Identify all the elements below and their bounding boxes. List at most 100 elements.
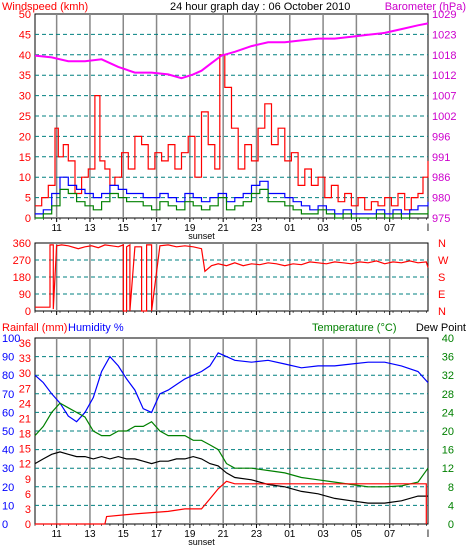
- baro-y-tick-label: 1018: [432, 50, 456, 62]
- bot-x-tick-label: 05: [351, 529, 363, 540]
- dir-y-tick-label: 180: [13, 272, 31, 284]
- humidity-y-tick-label: 30: [2, 463, 14, 475]
- wind-y-tick-label: 40: [19, 50, 31, 62]
- temp-y-tick-label: 8: [448, 482, 454, 494]
- wind-axis-title: Windspeed (kmh): [2, 1, 88, 13]
- wind-y-tick-label: 5: [25, 193, 31, 205]
- series-line-avg: [35, 176, 429, 215]
- temp-axis-title: Temperature (°C): [312, 322, 396, 334]
- baro-y-tick-label: 991: [432, 152, 450, 164]
- bot-x-tick-label: 11: [51, 529, 62, 540]
- temp-y-tick-label: 24: [442, 407, 454, 419]
- compass-label: N: [438, 306, 446, 318]
- baro-y-tick-label: 986: [432, 172, 450, 184]
- top-sunset-label: sunset: [188, 231, 215, 241]
- dew-axis-title: Dew Point: [416, 322, 466, 334]
- dir-y-tick-label: 0: [25, 306, 31, 318]
- temp-y-tick-label: 32: [442, 370, 454, 382]
- baro-y-tick-label: 980: [432, 193, 450, 205]
- top-x-tick-label: 05: [351, 223, 363, 234]
- wind-y-tick-label: 30: [19, 91, 31, 103]
- bot-x-tick-label: 15: [118, 529, 130, 540]
- temp-y-tick-label: 40: [442, 333, 454, 345]
- top-x-tick-label: 13: [84, 223, 96, 234]
- bot-x-tick-label: 23: [251, 529, 263, 540]
- baro-y-tick-label: 1002: [432, 111, 456, 123]
- temp-y-tick-label: 0: [448, 519, 454, 531]
- top-x-tick-label: 11: [51, 223, 62, 234]
- temp-y-tick-label: 12: [442, 463, 454, 475]
- humidity-y-tick-label: 60: [2, 407, 14, 419]
- rain-y-tick-label: 18: [19, 429, 31, 441]
- rain-y-tick-label: 15: [19, 444, 31, 456]
- series-line-rain: [35, 480, 427, 525]
- rain-y-tick-label: 6: [25, 489, 31, 501]
- top-x-tick-label: 15: [118, 223, 130, 234]
- compass-label: N: [438, 238, 446, 250]
- bot-sunset-label: sunset: [188, 537, 215, 547]
- wind-baro-chart: Windspeed (kmh) 24 hour graph day : 06 Oc…: [2, 1, 466, 241]
- bot-x-tick-label: 03: [318, 529, 330, 540]
- series-line-gust: [35, 54, 429, 211]
- baro-axis-title: Barometer (hPa): [385, 1, 466, 13]
- humidity-y-tick-label: 100: [2, 333, 20, 345]
- rain-y-tick-label: 0: [25, 519, 31, 531]
- wind-y-tick-label: 35: [19, 70, 31, 82]
- rain-y-tick-label: 24: [19, 398, 31, 410]
- baro-y-tick-label: 996: [432, 131, 450, 143]
- humidity-y-tick-label: 90: [2, 352, 14, 364]
- top-x-tick-label: 03: [318, 223, 330, 234]
- series-line-baro: [34, 22, 429, 80]
- dir-y-tick-label: 90: [19, 289, 31, 301]
- dir-y-tick-label: 360: [13, 238, 31, 250]
- humidity-y-tick-label: 40: [2, 445, 14, 457]
- compass-label: E: [438, 289, 445, 301]
- dir-y-tick-label: 270: [13, 255, 31, 267]
- wind-y-tick-label: 50: [19, 9, 31, 21]
- temp-y-tick-label: 4: [448, 500, 454, 512]
- series-line-wind: [35, 188, 429, 219]
- temp-y-tick-label: 36: [442, 352, 454, 364]
- baro-y-tick-label: 1007: [432, 91, 456, 103]
- rain-y-tick-label: 33: [19, 353, 31, 365]
- rain-y-tick-label: 27: [19, 383, 31, 395]
- compass-label: W: [438, 255, 449, 267]
- humidity-y-tick-label: 80: [2, 370, 14, 382]
- series-line-dewpoint: [34, 451, 428, 504]
- rain-y-tick-label: 36: [19, 338, 31, 350]
- humidity-y-tick-label: 10: [2, 500, 14, 512]
- compass-label: S: [438, 272, 445, 284]
- wind-y-tick-label: 0: [25, 213, 31, 225]
- top-x-end-label: l: [427, 223, 429, 234]
- bot-x-tick-label: 21: [218, 529, 230, 540]
- top-x-tick-label: 17: [151, 223, 163, 234]
- humidity-y-tick-label: 50: [2, 426, 14, 438]
- temp-humidity-rain-chart: Rainfall (mm) Humidity % Temperature (°C) D…: [2, 322, 466, 547]
- wind-y-tick-label: 20: [19, 131, 31, 143]
- top-x-tick-label: 07: [384, 223, 396, 234]
- baro-y-tick-label: 1012: [432, 70, 456, 82]
- wind-y-tick-label: 25: [19, 111, 31, 123]
- humidity-axis-title: Humidity %: [68, 322, 124, 334]
- humidity-y-tick-label: 20: [2, 482, 14, 494]
- wind-y-tick-label: 15: [19, 152, 31, 164]
- wind-y-tick-label: 45: [19, 29, 31, 41]
- rain-y-tick-label: 3: [25, 504, 31, 516]
- wind-y-tick-label: 10: [19, 172, 31, 184]
- top-x-tick-label: 23: [251, 223, 263, 234]
- temp-y-tick-label: 28: [442, 389, 454, 401]
- baro-y-tick-label: 1029: [432, 9, 456, 21]
- chart-title: 24 hour graph day : 06 October 2010: [170, 1, 350, 13]
- humidity-y-tick-label: 70: [2, 389, 14, 401]
- rain-y-tick-label: 9: [25, 474, 31, 486]
- baro-y-tick-label: 1023: [432, 29, 456, 41]
- top-x-tick-label: 19: [184, 223, 196, 234]
- top-x-tick-label: 01: [284, 223, 296, 234]
- bot-x-tick-label: 19: [184, 529, 196, 540]
- baro-y-tick-label: 975: [432, 213, 450, 225]
- series-line-humidity: [34, 352, 429, 423]
- humidity-y-tick-label: 0: [2, 519, 8, 531]
